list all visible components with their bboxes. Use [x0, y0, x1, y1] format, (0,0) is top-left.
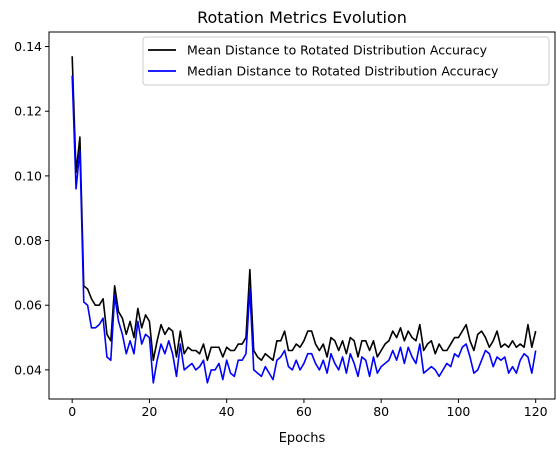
y-tick-label: 0.08 [14, 233, 42, 248]
x-tick-label: 40 [219, 404, 235, 419]
y-tick-label: 0.12 [14, 104, 42, 119]
x-tick-label: 20 [141, 404, 157, 419]
legend-label-1: Mean Distance to Rotated Distribution Ac… [187, 43, 488, 58]
legend-box [142, 36, 550, 86]
axes-layer: 0 20 40 60 80 100 120 0.04 0.06 0.08 0.10 0.12 0.14 [14, 31, 556, 419]
chart-title: Rotation Metrics Evolution [197, 8, 407, 27]
legend: Mean Distance to Rotated Distribution Ac… [142, 36, 550, 86]
series-line-1 [71, 56, 537, 362]
x-tick-label: 60 [296, 404, 312, 419]
y-tick-label: 0.14 [14, 39, 42, 54]
y-tick-label: 0.10 [14, 168, 42, 183]
plot-frame [48, 31, 556, 400]
x-tick-label: 100 [447, 404, 471, 419]
legend-label-2: Median Distance to Rotated Distribution … [187, 64, 499, 79]
x-tick-label: 80 [373, 404, 389, 419]
series-layer [71, 56, 537, 384]
x-axis-label: Epochs [279, 431, 326, 446]
y-tick-label: 0.04 [14, 362, 42, 377]
series-line-2 [71, 75, 537, 384]
x-tick-label: 120 [524, 404, 548, 419]
y-tick-label: 0.06 [14, 298, 42, 313]
x-tick-label: 0 [68, 404, 76, 419]
